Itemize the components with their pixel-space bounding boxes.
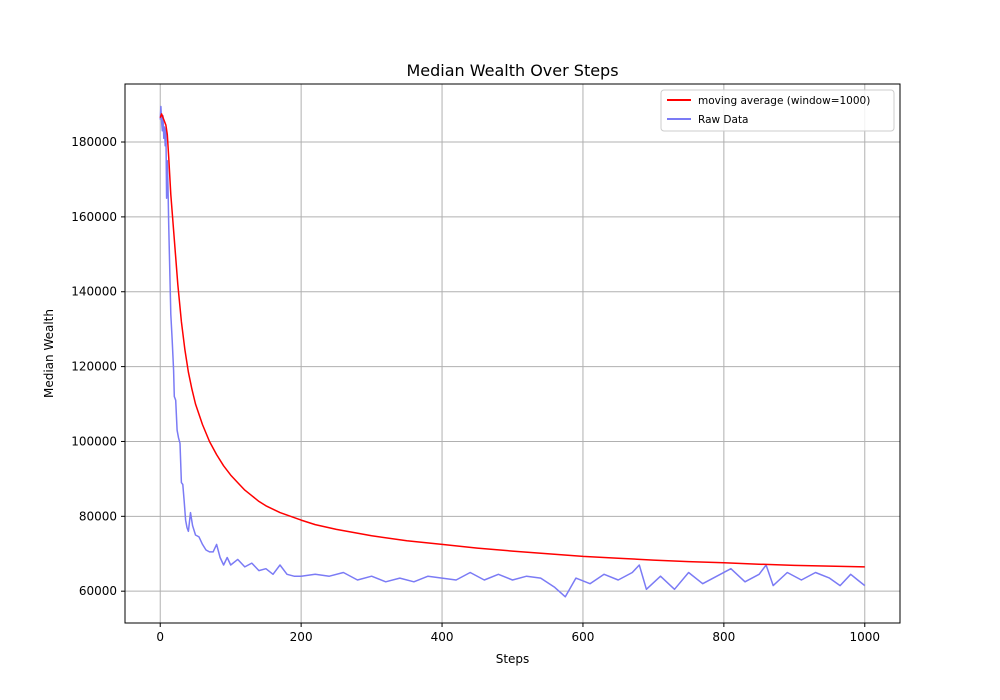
y-axis: 60000 80000 100000 120000 140000 160000 180000 <box>71 135 125 598</box>
grid <box>125 84 900 623</box>
y-tick-label: 80000 <box>79 509 117 523</box>
legend: moving average (window=1000) Raw Data <box>660 89 895 132</box>
series-layer <box>159 105 866 598</box>
plot-frame <box>124 83 901 624</box>
legend-label: moving average (window=1000) <box>698 95 870 107</box>
x-tick-label: 600 <box>572 630 595 644</box>
y-tick-label: 120000 <box>71 360 117 374</box>
series-line-moving-average <box>159 113 865 568</box>
series-line-raw-data <box>159 105 866 598</box>
x-tick-label: 800 <box>712 630 735 644</box>
x-tick-label: 200 <box>290 630 313 644</box>
x-tick-label: 1000 <box>849 630 880 644</box>
legend-box <box>660 89 895 132</box>
x-axis: 0 200 400 600 800 1000 <box>156 623 880 644</box>
y-tick-label: 160000 <box>71 210 117 224</box>
y-axis-label: Median Wealth <box>42 309 56 398</box>
x-axis-label: Steps <box>496 652 530 666</box>
y-tick-label: 60000 <box>79 584 117 598</box>
x-tick-label: 0 <box>156 630 164 644</box>
y-tick-label: 100000 <box>71 434 117 448</box>
legend-label: Raw Data <box>698 114 749 126</box>
y-tick-label: 180000 <box>71 135 117 149</box>
y-tick-label: 140000 <box>71 285 117 299</box>
chart-title: Median Wealth Over Steps <box>406 61 618 80</box>
x-tick-label: 400 <box>431 630 454 644</box>
